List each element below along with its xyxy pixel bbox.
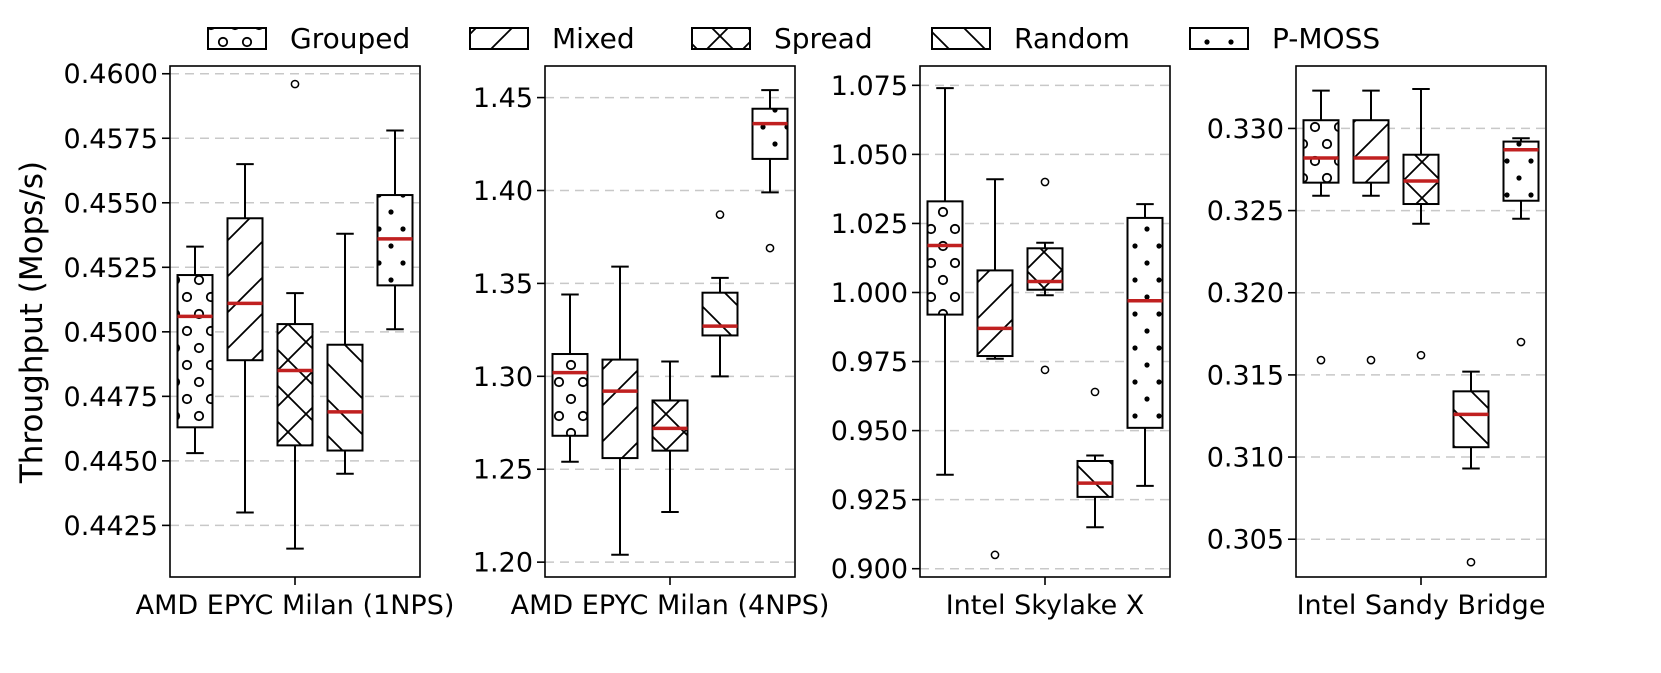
y-tick-label: 0.4500 [64,317,158,348]
outlier-point [1090,387,1100,397]
box-intel-sandy-bridge-random [1452,370,1490,567]
y-tick-label: 0.4450 [64,446,158,477]
y-tick-label: 1.025 [831,209,908,240]
y-tick-label: 0.4425 [64,511,158,542]
outlier-point [1316,355,1326,365]
legend-label-spread: Spread [774,22,873,55]
box-amd-epyc-milan-4nps-mixed [601,265,639,556]
box-amd-epyc-milan-1nps-spread [276,79,314,550]
legend-label-grouped: Grouped [290,22,410,55]
outlier-point [1040,365,1050,375]
y-tick-label: 0.320 [1207,278,1284,309]
y-tick-label: 1.30 [473,362,533,393]
box-body [1352,119,1390,184]
chart-panels: 0.4425 0.4450 0.4475 0.4500 0.4525 0.4550 0.45… [64,59,1547,621]
box-amd-epyc-milan-1nps-p-moss [376,129,414,331]
y-tick-label: 0.315 [1207,360,1284,391]
y-tick-label: 0.310 [1207,443,1284,474]
box-body [601,358,639,460]
box-intel-sandy-bridge-mixed [1352,89,1390,365]
box-amd-epyc-milan-4nps-random [701,210,739,378]
outlier-point [1466,557,1476,567]
box-body [176,274,214,429]
box-body [1302,119,1340,184]
box-intel-skylake-x-grouped [926,87,964,476]
legend-swatch-mixed [469,27,529,50]
y-tick-label: 1.000 [831,278,908,309]
box-amd-epyc-milan-1nps-grouped [176,245,214,455]
box-intel-skylake-x-random [1076,387,1114,529]
box-intel-skylake-x-p-moss [1126,203,1164,487]
outlier-point [765,243,775,253]
box-intel-skylake-x-mixed [976,178,1014,560]
box-amd-epyc-milan-1nps-random [326,232,364,475]
y-tick-label: 0.950 [831,416,908,447]
legend: Grouped Mixed Spread Random P-MOSS [207,22,1380,55]
legend-swatch-random [931,27,991,50]
box-body [1076,459,1114,498]
y-axis-label: Throughput (Mops/s) [14,161,50,484]
x-category-label: AMD EPYC Milan (4NPS) [511,590,830,621]
y-tick-label: 0.4550 [64,188,158,219]
box-amd-epyc-milan-4nps-grouped [551,293,589,463]
y-tick-label: 1.25 [473,455,533,486]
box-body [276,323,314,447]
panel-intel-skylake-x: 0.900 0.925 0.950 0.975 1.000 1.025 1.050 1.075… [831,65,1171,621]
y-tick-label: 1.075 [831,71,908,102]
outlier-point [715,210,725,220]
panel-amd-epyc-milan-1nps: 0.4425 0.4450 0.4475 0.4500 0.4525 0.4550 0.45… [64,59,455,621]
outlier-point [1516,337,1526,347]
box-body [926,200,964,316]
outlier-point [1366,355,1376,365]
y-tick-label: 1.40 [473,176,533,207]
y-tick-label: 0.330 [1207,114,1284,145]
box-intel-sandy-bridge-p-moss [1502,137,1540,347]
y-tick-label: 0.325 [1207,196,1284,227]
y-tick-label: 1.45 [473,83,533,114]
y-tick-label: 1.35 [473,269,533,300]
x-category-label: Intel Skylake X [946,590,1145,621]
x-category-label: AMD EPYC Milan (1NPS) [136,590,455,621]
box-body [1126,216,1164,429]
box-amd-epyc-milan-4nps-p-moss [751,89,789,253]
panel-intel-sandy-bridge: 0.305 0.310 0.315 0.320 0.325 0.330 Intel Sand… [1207,65,1547,621]
legend-label-p-moss: P-MOSS [1272,22,1380,55]
box-amd-epyc-milan-4nps-spread [651,360,689,513]
box-intel-sandy-bridge-spread [1402,88,1440,360]
box-intel-skylake-x-spread [1026,177,1064,375]
panel-amd-epyc-milan-4nps: 1.20 1.25 1.30 1.35 1.40 1.45 AMD EPYC Milan (… [473,65,830,621]
box-body [651,399,689,452]
y-tick-label: 0.925 [831,485,908,516]
legend-swatch-grouped [207,27,267,50]
box-body [976,269,1014,358]
box-amd-epyc-milan-1nps-mixed [226,163,264,514]
outlier-point [990,550,1000,560]
box-body [1026,247,1064,291]
box-body [226,217,264,362]
x-category-label: Intel Sandy Bridge [1297,590,1546,621]
y-tick-label: 0.900 [831,554,908,585]
box-body [1452,390,1490,449]
y-tick-label: 1.050 [831,140,908,171]
box-body [551,353,589,437]
legend-label-random: Random [1014,22,1130,55]
box-intel-sandy-bridge-grouped [1302,89,1340,365]
legend-swatch-p-moss [1189,27,1249,50]
y-tick-label: 1.20 [473,548,533,579]
box-body [751,107,789,160]
outlier-point [290,79,300,89]
y-tick-label: 0.305 [1207,525,1284,556]
y-tick-label: 0.4575 [64,124,158,155]
y-tick-label: 0.4475 [64,382,158,413]
box-body [326,343,364,452]
y-tick-label: 0.975 [831,347,908,378]
outlier-point [1416,350,1426,360]
y-tick-label: 0.4600 [64,59,158,90]
legend-swatch-spread [691,27,751,50]
box-body [701,291,739,337]
legend-label-mixed: Mixed [552,22,635,55]
outlier-point [1040,177,1050,187]
y-tick-label: 0.4525 [64,253,158,284]
